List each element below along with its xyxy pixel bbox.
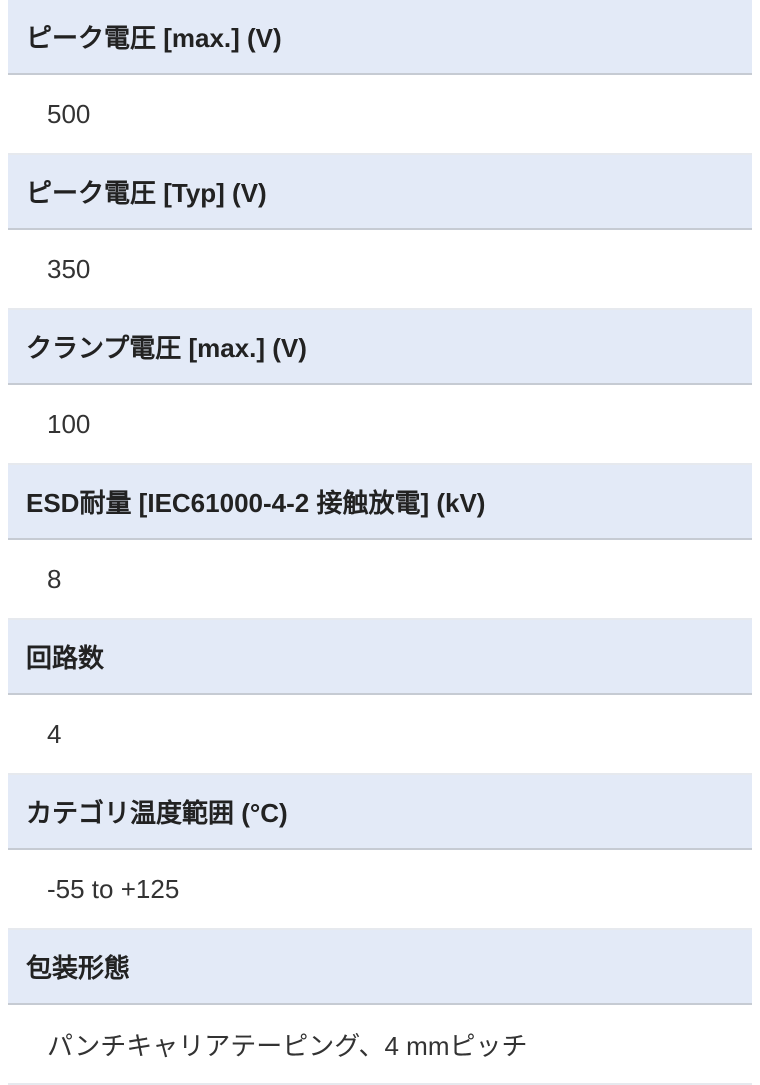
spec-label: 包装形態 [8,930,752,1005]
spec-value: 8 [8,540,752,620]
spec-value: パンチキャリアテーピング、4 mmピッチ [8,1005,752,1085]
spec-label: クランプ電圧 [max.] (V) [8,310,752,385]
spec-label: 回路数 [8,620,752,695]
spec-label: ESD耐量 [IEC61000-4-2 接触放電] (kV) [8,465,752,540]
spec-list: ピーク電圧 [max.] (V) 500 ピーク電圧 [Typ] (V) 350… [8,0,752,1085]
spec-value: 350 [8,230,752,310]
spec-value: 4 [8,695,752,775]
spec-label: カテゴリ温度範囲 (°C) [8,775,752,850]
spec-value: 500 [8,75,752,155]
spec-label: ピーク電圧 [Typ] (V) [8,155,752,230]
spec-value: 100 [8,385,752,465]
spec-label: ピーク電圧 [max.] (V) [8,0,752,75]
spec-value: -55 to +125 [8,850,752,930]
